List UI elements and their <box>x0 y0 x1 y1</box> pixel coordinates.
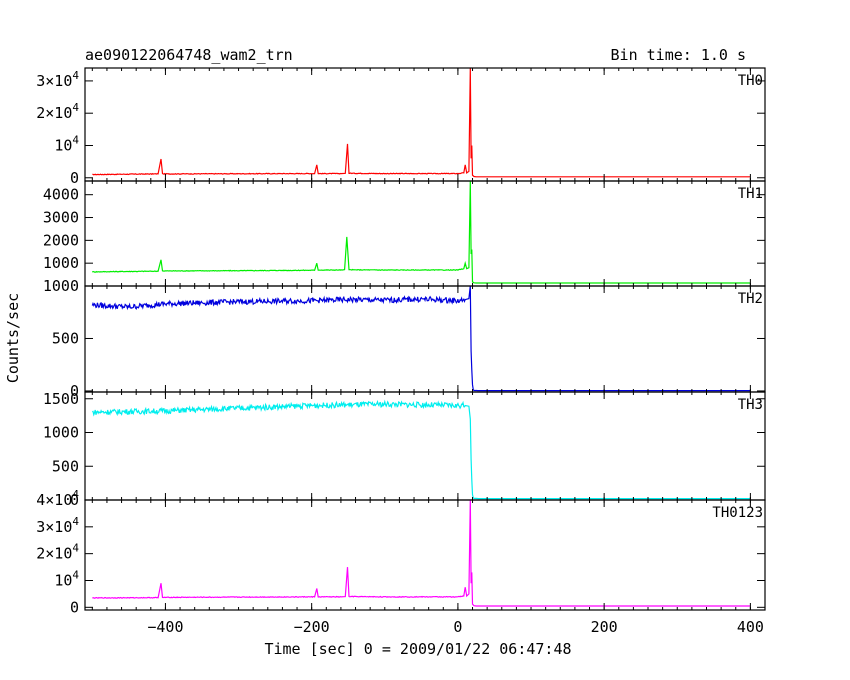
panel-label: TH0 <box>738 73 763 89</box>
series-line-th1 <box>91 180 751 284</box>
panel-th2: 0 500 1000 TH2 <box>43 277 766 400</box>
panel-label: TH0123 <box>712 505 763 521</box>
x-tick-label: 0 <box>453 618 462 636</box>
panel-th3: 0 500 1000 1500 TH3 <box>43 390 766 509</box>
panel-th0123: 0 104 2×104 3×104 4×104 TH0123 <box>36 488 766 616</box>
series-line-th0 <box>92 67 751 178</box>
y-tick-label: 104 <box>54 568 79 589</box>
y-tick-label: 0 <box>70 598 79 616</box>
panel-frame <box>84 67 766 182</box>
x-axis-label: Time [sec] 0 = 2009/01/22 06:47:48 <box>264 640 571 658</box>
y-tick-exponent: 4 <box>72 133 79 146</box>
panel-th0: 0 104 2×104 3×104 TH0 <box>36 67 766 187</box>
y-tick-label: 2×104 <box>36 542 79 563</box>
y-tick-label: 1000 <box>43 254 79 272</box>
series-line-th0123 <box>92 499 751 607</box>
x-tick-label: 400 <box>737 618 764 636</box>
y-tick-label: 104 <box>54 133 79 154</box>
y-tick-exponent: 4 <box>72 69 79 82</box>
y-tick-exponent: 4 <box>72 542 79 555</box>
y-tick-label: 0 <box>70 169 79 187</box>
y-tick-label: 3×104 <box>36 515 79 536</box>
y-tick-label: 4×104 <box>36 488 79 509</box>
y-tick-label: 3×104 <box>36 69 79 90</box>
y-axis-label: Counts/sec <box>4 293 22 383</box>
x-tick-labels: −400 −200 0 200 400 <box>147 618 764 636</box>
y-tick-label: 0 <box>70 491 79 509</box>
y-tick-label: 500 <box>52 457 79 475</box>
y-tick-label: 2×104 <box>36 101 79 122</box>
y-tick-label: 3000 <box>43 209 79 227</box>
y-tick-label: 0 <box>70 382 79 400</box>
y-tick-label: 1500 <box>43 390 79 408</box>
series-line-th2 <box>91 285 751 392</box>
y-tick-label: 2000 <box>43 231 79 249</box>
x-tick-label: −200 <box>294 618 330 636</box>
bin-time-label: Bin time: 1.0 s <box>611 46 746 64</box>
y-tick-label: 1000 <box>43 424 79 442</box>
y-tick-exponent: 4 <box>72 568 79 581</box>
y-tick-exponent: 4 <box>72 101 79 114</box>
panel-th1: 1000 2000 3000 4000 TH1 <box>43 180 766 287</box>
y-tick-exponent: 4 <box>72 515 79 528</box>
panel-frame <box>84 499 766 611</box>
y-tick-label: 1000 <box>43 277 79 295</box>
panel-label: TH3 <box>738 397 763 413</box>
y-tick-label: 4000 <box>43 186 79 204</box>
y-tick-exponent: 4 <box>72 488 79 501</box>
y-tick-label: 500 <box>52 329 79 347</box>
series-line-th3 <box>92 399 751 500</box>
panel-label: TH1 <box>738 186 763 202</box>
x-tick-label: 200 <box>591 618 618 636</box>
x-tick-label: −400 <box>147 618 183 636</box>
panel-label: TH2 <box>738 291 763 307</box>
chart-title: ae090122064748_wam2_trn <box>85 46 293 64</box>
